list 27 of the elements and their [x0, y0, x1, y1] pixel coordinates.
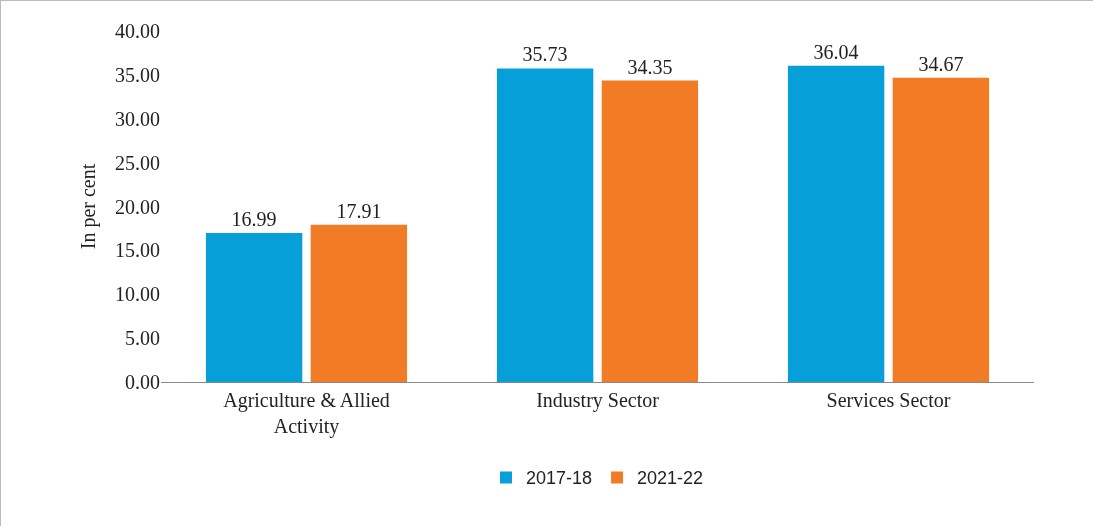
bar [892, 77, 990, 382]
data-label: 34.67 [918, 52, 964, 75]
y-tick-label: 0.00 [125, 371, 160, 393]
data-label: 35.73 [522, 43, 568, 66]
y-tick-label: 40.00 [115, 20, 160, 42]
data-label: 16.99 [231, 207, 277, 230]
y-tick-label: 35.00 [115, 63, 160, 86]
bar [205, 232, 303, 382]
legend-label: 2017-18 [526, 468, 593, 489]
y-tick-label: 15.00 [115, 239, 160, 262]
y-tick-label: 5.00 [125, 327, 160, 350]
data-label: 17.91 [336, 199, 382, 222]
y-tick-label: 10.00 [115, 283, 160, 306]
x-tick-label: Industry Sector [536, 389, 660, 412]
y-tick-label: 20.00 [115, 195, 160, 218]
y-tick-label: 30.00 [115, 107, 160, 130]
bar [496, 68, 594, 382]
y-tick-label: 25.00 [115, 151, 160, 174]
bar [787, 65, 885, 382]
bar [601, 80, 699, 382]
x-tick-label: Services Sector [826, 389, 951, 411]
x-tick-label: Agriculture & Allied Activity [223, 389, 390, 438]
data-label: 36.04 [813, 40, 859, 63]
bar [310, 224, 408, 382]
data-label: 34.35 [627, 55, 673, 78]
legend-label: 2021-22 [637, 468, 704, 489]
y-axis-title: In per cent [76, 163, 100, 250]
